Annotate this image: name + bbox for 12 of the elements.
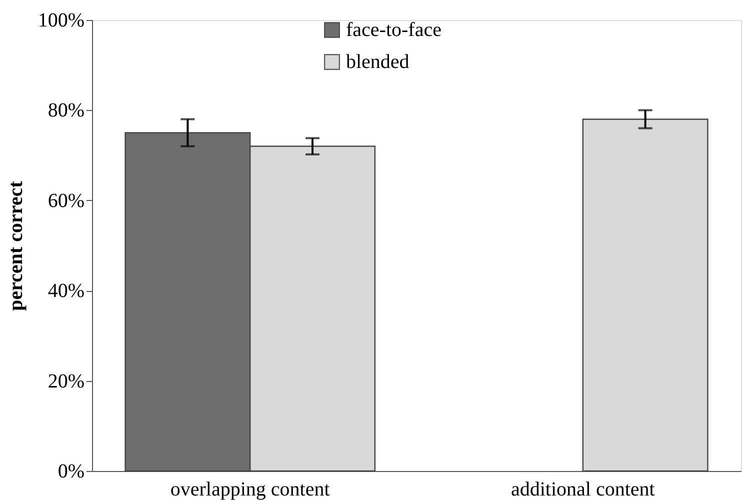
y-tick-label: 100% [38,10,84,32]
y-tick-label: 40% [48,280,84,302]
legend-label: face-to-face [346,19,442,41]
y-tick-label: 60% [48,190,84,212]
y-tick-label: 80% [48,100,84,122]
y-tick-label: 0% [58,460,84,482]
x-tick-label: additional content [510,478,656,500]
bar [582,118,708,472]
y-axis-title: percent correct [4,180,27,311]
x-tick-label: overlapping content [170,478,330,500]
y-tick-label: 20% [48,370,84,392]
legend-label: blended [346,51,410,73]
